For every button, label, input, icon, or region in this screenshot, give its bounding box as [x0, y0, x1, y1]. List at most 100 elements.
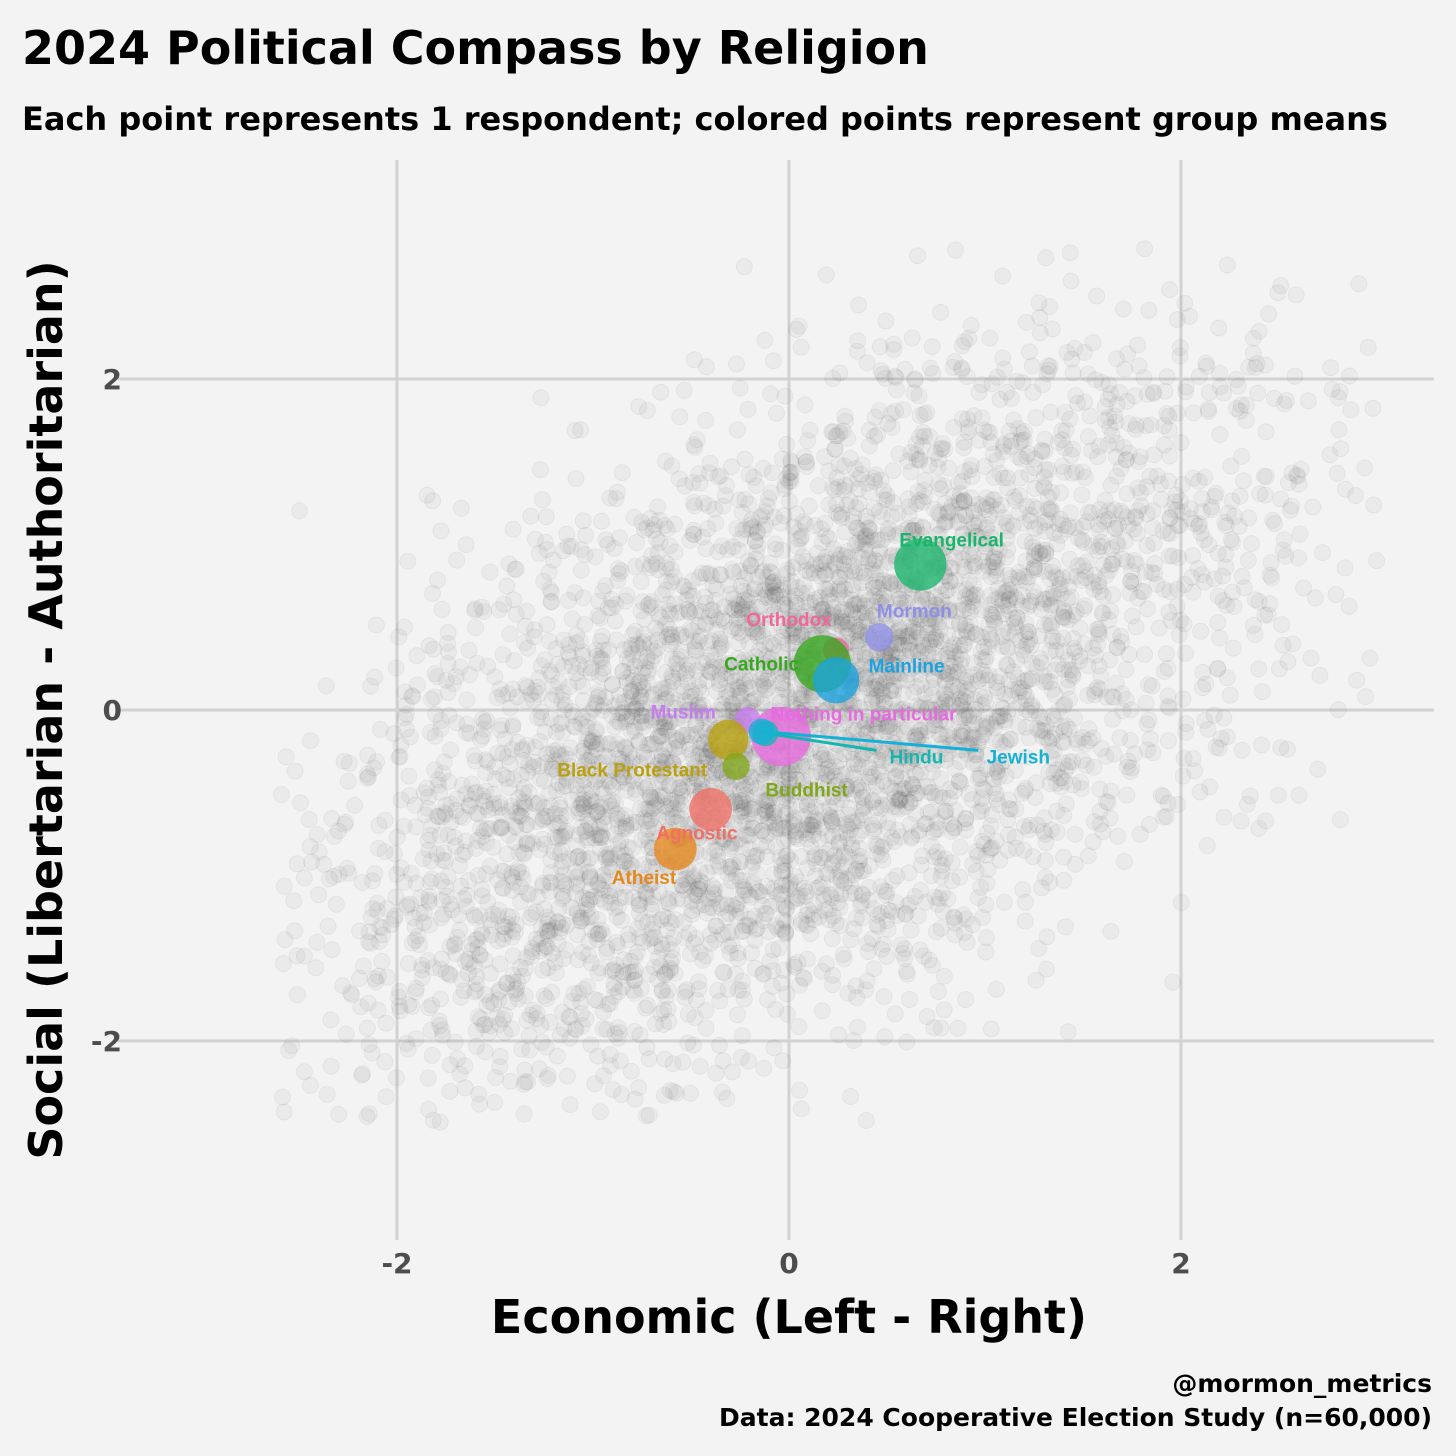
respondent-point	[1141, 816, 1158, 833]
respondent-point	[637, 1107, 655, 1125]
respondent-point	[1170, 626, 1188, 644]
respondent-point	[904, 623, 922, 641]
respondent-point	[661, 537, 679, 555]
respondent-point	[933, 439, 951, 457]
respondent-point	[616, 888, 634, 906]
respondent-point	[368, 902, 386, 920]
respondent-point	[765, 804, 783, 822]
respondent-point	[377, 1088, 395, 1106]
respondent-point	[1002, 432, 1020, 450]
respondent-point	[694, 759, 712, 777]
respondent-point	[590, 924, 608, 942]
respondent-point	[1113, 633, 1131, 651]
respondent-point	[983, 375, 1001, 393]
respondent-point	[763, 464, 781, 482]
respondent-point	[753, 507, 771, 525]
respondent-point	[778, 565, 796, 583]
respondent-point	[830, 1026, 847, 1044]
respondent-point	[770, 666, 788, 684]
respondent-point	[1322, 359, 1340, 377]
respondent-point	[296, 947, 313, 965]
respondent-point	[1257, 468, 1275, 486]
respondent-point	[1155, 808, 1173, 826]
respondent-point	[790, 522, 808, 540]
respondent-point	[666, 515, 684, 533]
respondent-point	[747, 550, 765, 568]
respondent-point	[597, 531, 615, 549]
respondent-point	[1160, 732, 1177, 750]
respondent-point	[292, 794, 309, 812]
respondent-point	[1194, 663, 1212, 681]
respondent-point	[546, 919, 564, 937]
respondent-point	[1279, 653, 1297, 671]
respondent-point	[933, 862, 951, 880]
respondent-point	[608, 908, 626, 926]
respondent-point	[1087, 371, 1104, 389]
respondent-point	[600, 845, 618, 863]
respondent-point	[872, 362, 890, 380]
respondent-point	[1091, 501, 1109, 518]
respondent-point	[948, 513, 966, 531]
respondent-point	[560, 591, 578, 609]
respondent-point	[1064, 364, 1082, 382]
respondent-point	[572, 912, 590, 930]
respondent-point	[890, 445, 908, 463]
respondent-point	[496, 730, 514, 748]
respondent-point	[1159, 697, 1177, 715]
respondent-point	[1246, 591, 1264, 609]
respondent-point	[674, 877, 692, 895]
respondent-point	[641, 786, 659, 804]
respondent-point	[1064, 667, 1082, 685]
respondent-point	[1043, 632, 1061, 650]
respondent-point	[957, 810, 975, 828]
respondent-point	[1331, 811, 1349, 829]
respondent-point	[602, 797, 620, 815]
respondent-point	[1022, 698, 1040, 715]
respondent-point	[630, 398, 648, 416]
respondent-point	[629, 636, 647, 654]
respondent-point	[990, 796, 1008, 814]
respondent-point	[439, 826, 457, 844]
respondent-point	[1059, 1023, 1077, 1041]
respondent-point	[646, 928, 664, 946]
respondent-point	[865, 679, 883, 697]
respondent-point	[636, 800, 654, 818]
respondent-point	[833, 505, 851, 523]
respondent-point	[729, 944, 747, 962]
respondent-point	[295, 1063, 313, 1081]
respondent-point	[1199, 400, 1217, 418]
respondent-point	[626, 948, 644, 966]
respondent-point	[790, 1018, 808, 1035]
respondent-point	[672, 648, 690, 666]
respondent-point	[471, 1095, 489, 1113]
respondent-point	[778, 469, 796, 487]
respondent-point	[949, 1019, 967, 1037]
respondent-point	[589, 1047, 607, 1065]
respondent-point	[538, 990, 555, 1007]
respondent-point	[618, 708, 636, 726]
respondent-point	[837, 780, 855, 798]
respondent-point	[399, 955, 417, 972]
respondent-point	[791, 976, 809, 994]
respondent-point	[458, 886, 476, 904]
respondent-point	[1211, 364, 1229, 382]
respondent-point	[785, 956, 803, 974]
respondent-point	[558, 1067, 576, 1085]
respondent-point	[884, 462, 902, 480]
respondent-point	[848, 989, 866, 1007]
respondent-point	[574, 677, 592, 695]
respondent-point	[697, 540, 715, 558]
respondent-point	[376, 1053, 394, 1071]
respondent-point	[636, 713, 654, 731]
respondent-point	[1141, 730, 1159, 748]
respondent-point	[613, 464, 631, 482]
respondent-point	[1171, 516, 1189, 534]
respondent-point	[1016, 912, 1034, 930]
respondent-point	[649, 970, 667, 988]
respondent-point	[638, 889, 656, 906]
respondent-point	[744, 848, 762, 865]
respondent-point	[1031, 309, 1049, 327]
respondent-point	[727, 867, 745, 885]
respondent-point	[1117, 451, 1135, 469]
respondent-point	[1072, 780, 1090, 798]
